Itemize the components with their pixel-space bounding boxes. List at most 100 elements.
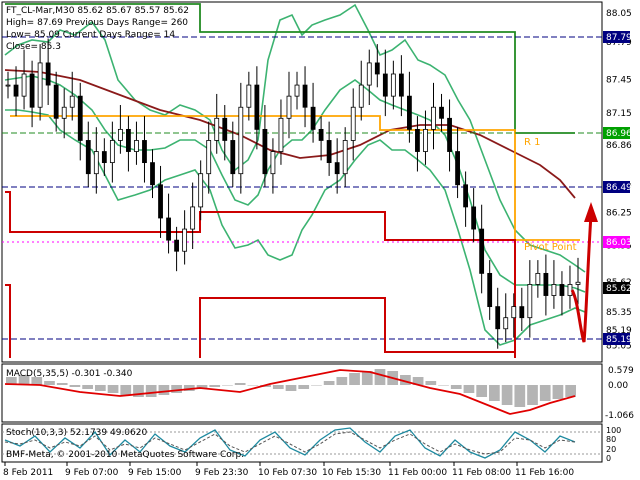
macd-bar — [272, 385, 284, 389]
stoch-tick-0: 0 — [606, 454, 611, 463]
macd-bar — [6, 377, 17, 385]
macd-bar — [247, 385, 259, 386]
candle-body — [117, 128, 123, 141]
candle-body — [334, 162, 340, 175]
r1-label: R 1 — [524, 137, 541, 148]
stoch-signal-line — [4, 431, 576, 455]
candle-body — [270, 151, 276, 175]
macd-bar — [565, 385, 576, 397]
candle-body — [350, 106, 356, 141]
candle-body — [77, 95, 83, 141]
arrow-head — [584, 202, 598, 222]
tag-current-bg — [603, 282, 630, 294]
tag-lower: 85.19 — [606, 335, 632, 345]
candle-body — [158, 184, 163, 219]
candle-body — [358, 84, 364, 108]
tag-pivot: 86.03 — [606, 238, 632, 248]
tag-ma-bg — [603, 181, 630, 193]
macd-bar — [374, 369, 386, 385]
macd-bar — [209, 385, 221, 387]
candle-body — [214, 117, 220, 141]
candle-body — [126, 128, 131, 152]
candle-body — [559, 284, 565, 296]
candle-body — [206, 140, 212, 175]
macd-tick-top: 0.579 — [608, 366, 634, 376]
tag-pivot-bg — [603, 236, 630, 248]
candle-body — [166, 217, 171, 241]
stoch-main-line — [4, 427, 576, 459]
candle-body — [471, 206, 477, 230]
time-tick-1: 9 Feb 07:00 — [65, 468, 119, 478]
price-axis[interactable]: 88.0587.7987.4587.1586.8686.4986.2585.95… — [606, 9, 632, 351]
candle-body — [29, 73, 35, 108]
candle-body — [174, 239, 179, 252]
candle-body — [527, 284, 533, 319]
stoch-tick-100: 100 — [606, 426, 621, 435]
candle-body — [5, 84, 11, 87]
tag-upper-band: 87.79 — [606, 33, 632, 43]
candle-body — [431, 106, 436, 130]
candle-body — [551, 284, 557, 296]
price-tick-9: 85.35 — [606, 308, 632, 318]
macd-bar — [107, 385, 119, 393]
candle-body — [222, 117, 228, 141]
candle-body — [455, 151, 460, 186]
pivot-point-label: Pivot Point — [524, 242, 577, 253]
candle-body — [511, 306, 517, 319]
macd-bar — [145, 385, 157, 397]
tag-r1: 86.96 — [606, 129, 632, 139]
candle-body — [398, 73, 404, 97]
copyright-text: BMF-Meta, © 2001-2010 MetaQuotes Softwar… — [6, 450, 244, 460]
tag-upper-band-bg — [603, 31, 630, 43]
info-line-1: High= 87.69 Previous Days Range= 260 — [6, 18, 188, 28]
tag-current: 85.62 — [606, 284, 632, 294]
candle-body — [45, 62, 51, 86]
macd-bar — [298, 385, 310, 389]
macd-bar — [120, 385, 132, 395]
macd-tick-bottom: -1.066 — [605, 411, 634, 421]
candle-body — [150, 162, 155, 186]
macd-bar — [552, 385, 564, 399]
candle-body — [13, 84, 19, 97]
stoch-tick-20: 20 — [606, 445, 616, 454]
price-tick-4: 86.86 — [606, 141, 632, 151]
candle-body — [142, 140, 147, 164]
price-panel[interactable] — [1, 1, 603, 363]
candle-body — [447, 117, 452, 152]
projection-arrow — [570, 202, 598, 343]
macd-bar — [514, 385, 526, 407]
candle-body — [575, 281, 581, 285]
candle-body — [21, 73, 27, 97]
candle-body — [342, 140, 348, 175]
candle-body — [318, 128, 324, 141]
macd-bar — [438, 385, 449, 386]
macd-bar — [425, 381, 437, 385]
macd-bar — [285, 385, 297, 391]
candle-body — [286, 95, 292, 119]
candle-body — [262, 128, 268, 175]
macd-bar — [527, 385, 538, 405]
time-tick-8: 11 Feb 16:00 — [515, 468, 574, 478]
candle-body — [503, 317, 509, 330]
resistance-level-step — [5, 191, 516, 358]
time-tick-3: 9 Feb 23:30 — [195, 468, 249, 478]
candle-body — [390, 73, 396, 97]
candle-body — [382, 73, 388, 97]
candle-body — [535, 272, 541, 285]
candle-body — [61, 106, 67, 119]
time-axis[interactable]: 8 Feb 2011 9 Feb 07:00 9 Feb 15:00 9 Feb 23… — [3, 462, 574, 478]
macd-bar — [196, 385, 208, 389]
macd-bar — [323, 381, 335, 385]
candle-body — [423, 128, 428, 152]
candle-body — [407, 95, 412, 130]
macd-bar — [44, 381, 55, 385]
macd-label: MACD(5,35,5) -0.301 -0.340 — [6, 369, 133, 379]
candle-body — [294, 84, 300, 97]
candle-body — [182, 228, 188, 252]
macd-bar — [94, 385, 106, 391]
macd-bar — [56, 383, 68, 385]
tag-ma: 86.49 — [606, 183, 632, 193]
support-level-step-2 — [199, 297, 515, 358]
